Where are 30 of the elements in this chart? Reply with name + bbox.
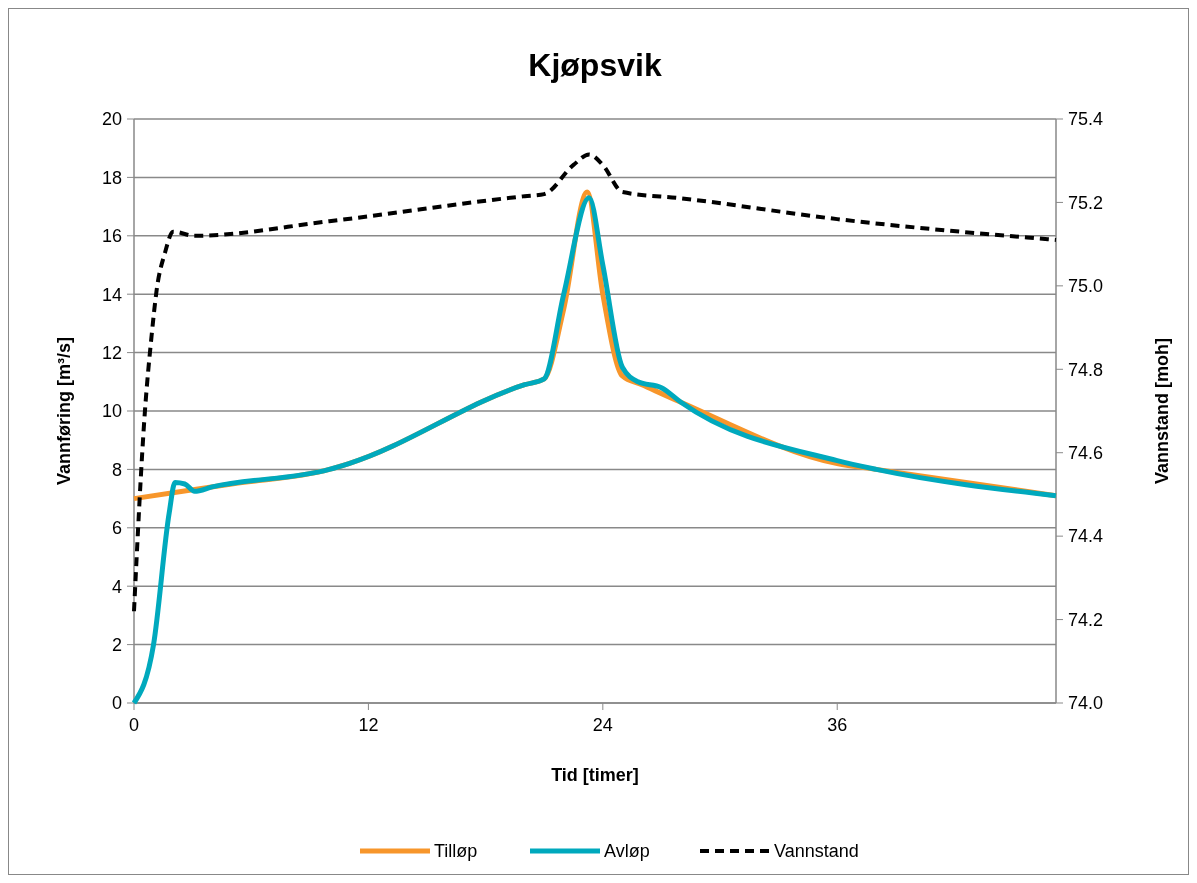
x-tick-label: 36 xyxy=(827,715,848,735)
y-tick-label: 10 xyxy=(101,401,122,422)
y2-tick-label: 74.8 xyxy=(1068,359,1104,380)
y-tick-label: 4 xyxy=(111,576,122,597)
y2-tick-label: 75.2 xyxy=(1068,192,1104,213)
y-tick-label: 20 xyxy=(101,109,122,130)
y2-tick-label: 74.6 xyxy=(1068,443,1104,464)
y-tick-label: 6 xyxy=(111,518,122,539)
y-tick-label: 12 xyxy=(101,342,122,363)
y2-tick-label: 75.0 xyxy=(1068,276,1104,297)
chart-title: Kjøpsvik xyxy=(528,47,662,83)
y2-tick-label: 74.0 xyxy=(1068,693,1104,714)
y2-tick-label: 74.2 xyxy=(1068,609,1104,630)
x-tick-label: 0 xyxy=(128,715,140,735)
x-tick-label: 24 xyxy=(592,715,613,735)
y-tick-label: 2 xyxy=(111,634,122,655)
y-tick-label: 18 xyxy=(101,167,122,188)
y2-axis-title: Vannstand [moh] xyxy=(1152,337,1172,485)
legend-label: Avløp xyxy=(604,841,650,862)
y-tick-label: 16 xyxy=(101,226,122,247)
legend-label: Vannstand xyxy=(774,841,859,862)
y-axis-title: Vannføring [m³/s] xyxy=(54,337,74,485)
y2-tick-label: 74.4 xyxy=(1068,526,1104,547)
y-tick-label: 14 xyxy=(101,284,122,305)
x-tick-label: 12 xyxy=(358,715,379,735)
y2-tick-label: 75.4 xyxy=(1068,109,1104,130)
x-axis-title: Tid [timer] xyxy=(551,765,639,785)
legend-label: Tilløp xyxy=(434,841,478,862)
y-tick-label: 8 xyxy=(111,459,122,480)
y-tick-label: 0 xyxy=(111,693,122,714)
